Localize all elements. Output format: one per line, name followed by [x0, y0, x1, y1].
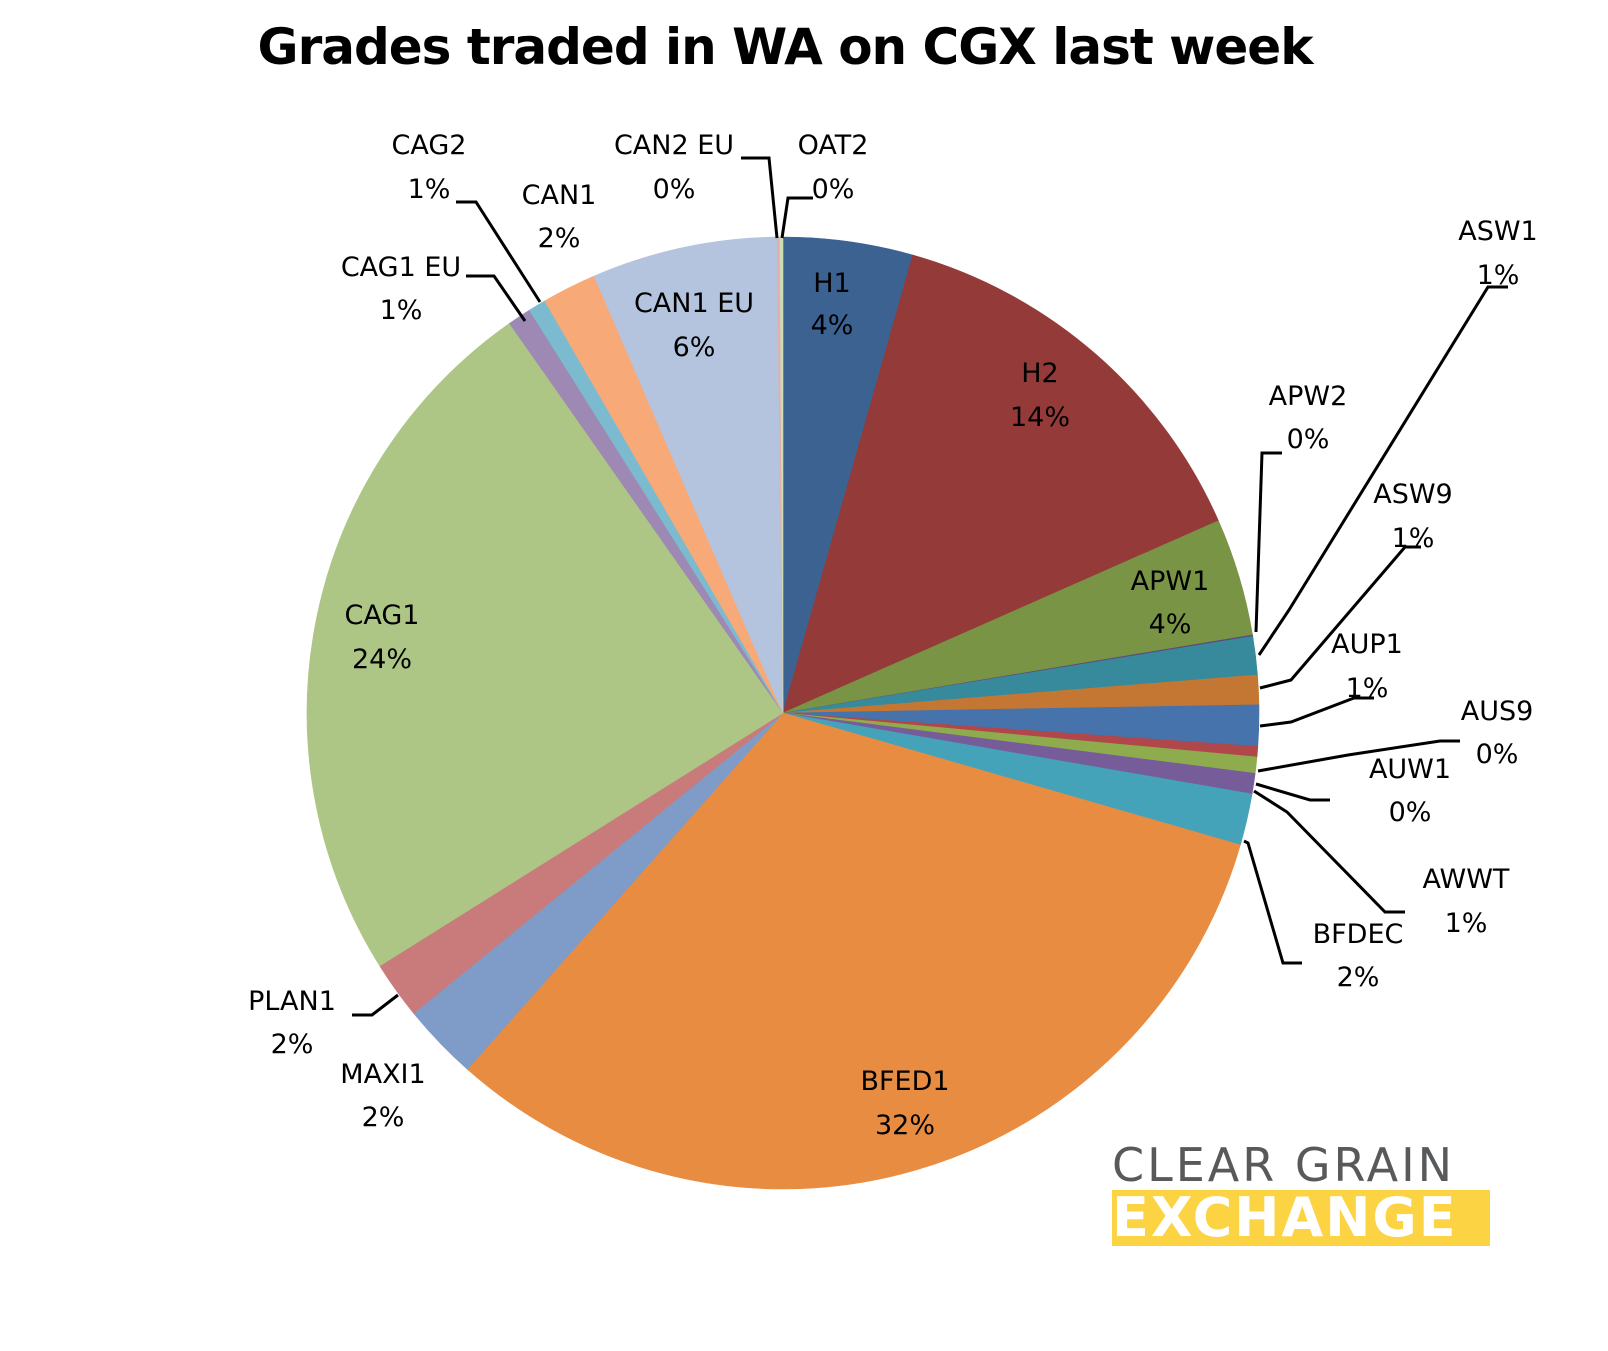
- label-percent-bfdec: 2%: [1337, 962, 1380, 993]
- label-name-can2-eu: CAN2 EU: [614, 130, 734, 161]
- label-name-asw9: ASW9: [1373, 479, 1452, 510]
- leader-line: [456, 200, 542, 303]
- label-name-maxi1: MAXI1: [340, 1059, 425, 1090]
- label-percent-apw2: 0%: [1287, 424, 1330, 455]
- label-percent-can1: 2%: [538, 223, 581, 254]
- label-name-h1: H1: [813, 268, 850, 299]
- label-percent-plan1: 2%: [271, 1029, 314, 1060]
- label-name-aup1: AUP1: [1331, 629, 1403, 660]
- label-percent-oat2: 0%: [812, 174, 855, 205]
- label-name-apw2: APW2: [1269, 381, 1348, 412]
- label-name-auw1: AUW1: [1369, 754, 1451, 785]
- leader-line: [1254, 451, 1282, 633]
- leader-lines: [352, 156, 1508, 1017]
- label-name-cag1-eu: CAG1 EU: [341, 252, 461, 283]
- label-percent-bfed1: 32%: [875, 1110, 935, 1141]
- label-percent-apw1: 4%: [1149, 609, 1192, 640]
- pie-slice-cag1: [306, 322, 784, 967]
- label-name-bfed1: BFED1: [860, 1066, 949, 1097]
- label-name-aus9: AUS9: [1461, 696, 1534, 727]
- logo-line2: EXCHANGE: [1112, 1190, 1490, 1246]
- pie-slice-h2: [782, 254, 1219, 714]
- leader-line: [780, 196, 813, 239]
- pie-slices: [306, 236, 1260, 1190]
- label-name-cag1: CAG1: [345, 600, 420, 631]
- leader-line: [1243, 839, 1302, 965]
- label-name-awwt: AWWT: [1423, 864, 1510, 895]
- leader-line: [741, 156, 779, 239]
- label-percent-can2-eu: 0%: [653, 174, 696, 205]
- label-name-can1-eu: CAN1 EU: [634, 288, 754, 319]
- chart-title: Grades traded in WA on CGX last week: [257, 18, 1314, 76]
- leader-line: [1259, 696, 1374, 728]
- label-percent-cag2: 1%: [408, 174, 451, 205]
- leader-line: [466, 274, 527, 322]
- label-name-oat2: OAT2: [798, 130, 869, 161]
- leader-line: [1259, 545, 1421, 690]
- label-percent-can1-eu: 6%: [673, 332, 716, 363]
- label-name-plan1: PLAN1: [248, 986, 336, 1017]
- label-percent-cag1-eu: 1%: [380, 295, 423, 326]
- leader-line: [1257, 285, 1508, 656]
- label-name-cag2: CAG2: [392, 130, 467, 161]
- leader-line: [352, 993, 399, 1017]
- leader-line: [1253, 789, 1405, 914]
- label-percent-asw1: 1%: [1477, 260, 1520, 291]
- label-name-apw1: APW1: [1131, 566, 1210, 597]
- label-name-h2: H2: [1021, 358, 1058, 389]
- logo-line1: CLEAR GRAIN: [1112, 1138, 1456, 1192]
- label-name-asw1: ASW1: [1458, 216, 1537, 247]
- label-percent-auw1: 0%: [1389, 797, 1432, 828]
- leader-line: [1257, 739, 1460, 773]
- label-percent-h2: 14%: [1010, 402, 1070, 433]
- leader-line: [1255, 782, 1330, 802]
- label-percent-maxi1: 2%: [362, 1102, 405, 1133]
- pie-slice-can1-eu: [593, 236, 784, 714]
- pie-slice-bfed1: [466, 712, 1241, 1190]
- data-labels: H1 4% H2 14% APW1 4% APW2 0% ASW1 1% ASW9 1% AUP1 1% A…: [248, 130, 1538, 1141]
- label-percent-h1: 4%: [811, 310, 854, 341]
- label-name-can1: CAN1: [522, 180, 597, 211]
- label-percent-aus9: 0%: [1476, 739, 1519, 770]
- label-percent-asw9: 1%: [1392, 523, 1435, 554]
- label-name-bfdec: BFDEC: [1313, 919, 1404, 950]
- label-percent-awwt: 1%: [1445, 908, 1488, 939]
- label-percent-cag1: 24%: [352, 644, 412, 675]
- clear-grain-exchange-logo: CLEAR GRAIN EXCHANGE: [1112, 1140, 1490, 1246]
- label-percent-aup1: 1%: [1346, 673, 1389, 704]
